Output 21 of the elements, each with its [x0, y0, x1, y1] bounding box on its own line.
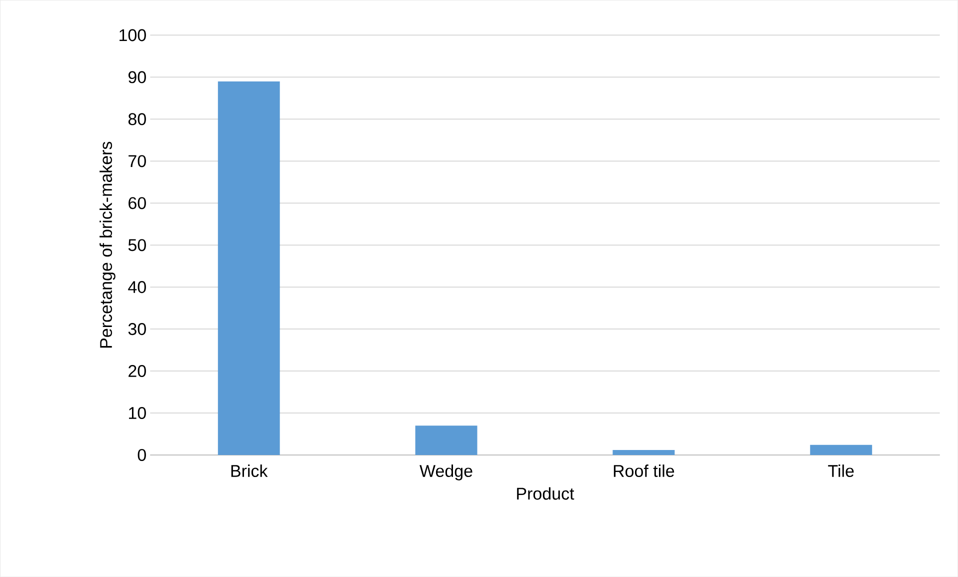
x-axis-title: Product — [517, 487, 574, 500]
bar — [810, 444, 872, 455]
y-tick-label: 20 — [128, 364, 146, 377]
bar — [218, 81, 280, 455]
y-tick-label: 60 — [128, 197, 146, 210]
x-tick-label: Roof tile — [614, 464, 674, 477]
bar — [415, 426, 478, 455]
y-tick-label: 50 — [128, 239, 146, 252]
y-tick-label: 40 — [128, 280, 146, 294]
y-tick-label: 30 — [128, 322, 146, 336]
y-axis-title: Percetange of brick-makers — [100, 142, 116, 348]
y-tick-label: 10 — [129, 406, 146, 419]
x-tick-label: Wedge — [420, 464, 472, 480]
bar — [612, 450, 675, 455]
y-tick-label: 80 — [128, 113, 146, 126]
y-tick-label: 90 — [128, 71, 146, 84]
y-tick-label: 100 — [120, 29, 146, 42]
x-tick-label: Tile — [828, 464, 854, 477]
y-tick-label: 70 — [128, 155, 146, 168]
x-tick-label: Brick — [231, 464, 268, 477]
y-tick-label: 0 — [138, 448, 146, 461]
